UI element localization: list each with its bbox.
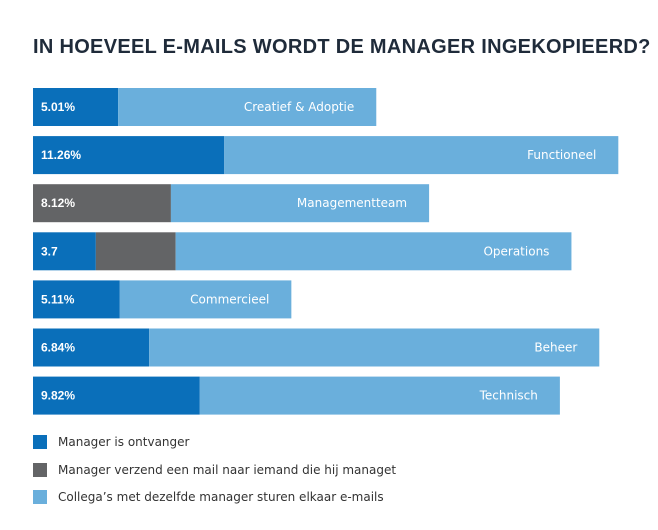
bar-value-label: 8.12% — [41, 196, 75, 210]
bar-segment-ontvanger-1 — [33, 88, 119, 126]
legend-label-collegas: Collega’s met dezelfde manager sturen el… — [58, 490, 384, 504]
bar-segment-collegas-5 — [119, 280, 292, 319]
bar-segment-collegas-3 — [170, 184, 430, 223]
bar-segment-ontvanger-2 — [33, 136, 225, 175]
bar-category-label: Managementteam — [297, 196, 407, 210]
bar-segment-managet-3 — [33, 184, 171, 223]
bar-value-label: 9.82% — [41, 389, 75, 403]
bar-segment-collegas-2 — [224, 136, 619, 175]
legend-item-collegas: Collega’s met dezelfde manager sturen el… — [33, 490, 384, 504]
bar-segment-managet-4 — [95, 232, 176, 271]
bar-segment-ontvanger-4 — [33, 232, 96, 271]
bar-segment-collegas-7 — [199, 376, 560, 415]
bar-value-label: 6.84% — [41, 341, 75, 355]
legend-item-managet: Manager verzend een mail naar iemand die… — [33, 463, 396, 477]
bar-category-label: Technisch — [479, 389, 538, 403]
legend-swatch-ontvanger — [33, 435, 47, 449]
bar-segment-ontvanger-5 — [33, 280, 120, 319]
bar-segment-collegas-1 — [118, 88, 377, 126]
bar-category-label: Operations — [483, 244, 549, 258]
chart-title: IN HOEVEEL E-MAILS WORDT DE MANAGER INGE… — [33, 36, 651, 58]
bar-category-label: Creatief & Adoptie — [244, 100, 354, 114]
legend-label-ontvanger: Manager is ontvanger — [58, 435, 190, 449]
bar-value-label: 11.26% — [41, 148, 81, 162]
bar-segment-ontvanger-6 — [33, 328, 150, 367]
bar-category-label: Commercieel — [190, 292, 269, 306]
legend-item-ontvanger: Manager is ontvanger — [33, 435, 189, 449]
legend-swatch-managet — [33, 463, 47, 477]
bar-category-label: Beheer — [534, 341, 577, 355]
bar-value-label: 5.01% — [41, 100, 75, 114]
bar-segment-collegas-6 — [149, 328, 600, 367]
bar-value-label: 3.7 — [41, 244, 58, 258]
bar-segment-ontvanger-7 — [33, 376, 200, 415]
legend-label-managet: Manager verzend een mail naar iemand die… — [58, 463, 397, 477]
bar-category-label: Functioneel — [527, 148, 596, 162]
legend-swatch-collegas — [33, 490, 47, 504]
bar-segment-collegas-4 — [175, 232, 572, 271]
bar-value-label: 5.11% — [41, 292, 75, 306]
